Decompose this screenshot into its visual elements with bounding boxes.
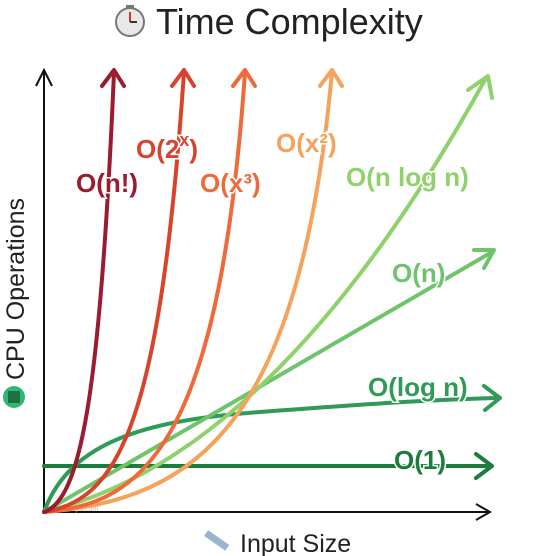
x-axis-label: Input Size [240,530,351,556]
cpu-chip-icon [3,386,25,408]
y-axis-label: CPU Operations [2,198,30,380]
label-cubic: O(x³) [200,168,261,198]
label-exponential-base: O(2 [136,134,179,164]
page-title: Time Complexity [156,1,423,42]
label-linear: O(n) [392,258,445,288]
label-factorial: O(n!) [76,168,138,198]
title-group: Time Complexity [116,1,423,42]
label-quadratic: O(x²) [276,128,337,158]
label-nlogn: O(n log n) [346,162,469,192]
label-exponential: O(2x) [136,130,198,164]
label-constant: O(1) [394,445,446,475]
label-exponential-sup: x [179,130,189,150]
label-exponential-close: ) [189,134,198,164]
x-axis-label-group: Input Size [204,530,351,556]
label-logarithmic: O(log n) [368,372,468,402]
stopwatch-icon [116,5,144,36]
y-axis-label-group: CPU Operations [2,198,30,408]
ruler-icon [204,530,229,551]
